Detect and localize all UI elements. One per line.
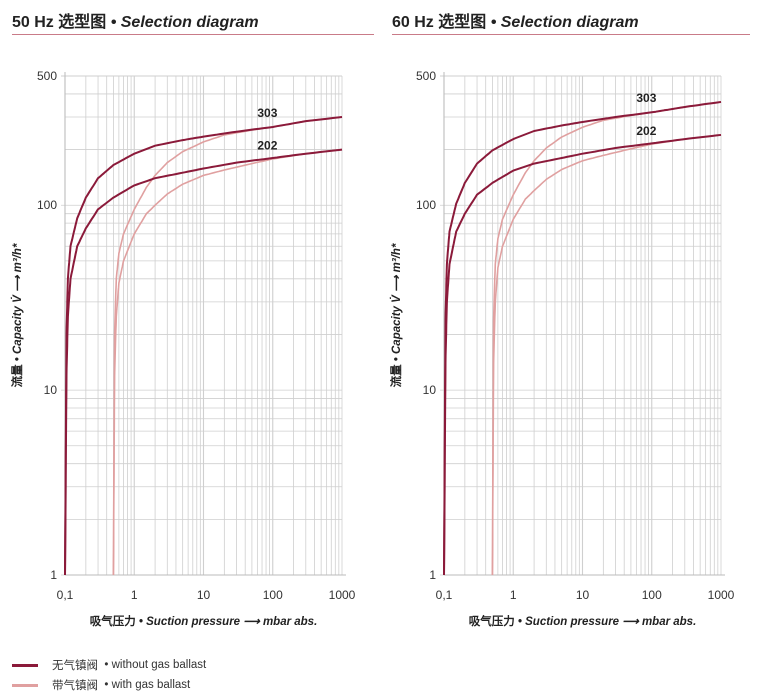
x-tick-label: 0,1	[57, 588, 74, 602]
y-tick-label: 10	[44, 383, 58, 397]
x-tick-label: 1000	[708, 588, 735, 602]
series-label: 202	[636, 124, 656, 138]
y-axis-label: 流量 • Capacity V̇ ⟶ m³/h*	[389, 243, 403, 387]
y-tick-label: 500	[416, 69, 436, 83]
series-line-303-without-ballast	[443, 100, 722, 576]
legend-swatch	[12, 663, 38, 667]
y-tick-label: 1	[50, 568, 57, 582]
x-tick-label: 100	[263, 588, 283, 602]
series-line-202-with-ballast	[112, 148, 343, 576]
x-tick-label: 0,1	[436, 588, 453, 602]
y-tick-label: 100	[37, 198, 57, 212]
legend-label-zh: 无气镇阀	[52, 660, 98, 672]
y-axis-label: 流量 • Capacity V̇ ⟶ m³/h*	[10, 243, 24, 387]
legend-label-en: • with gas ballast	[104, 679, 191, 691]
chart-title-60hz: 60 Hz 选型图 • Selection diagram	[392, 14, 639, 31]
y-tick-label: 10	[423, 383, 437, 397]
x-axis-label: 吸气压力 • Suction pressure ⟶ mbar abs.	[90, 614, 318, 628]
x-tick-label: 10	[576, 588, 590, 602]
chart-title-50hz: 50 Hz 选型图 • Selection diagram	[12, 14, 259, 31]
series-line-303-with-ballast	[112, 116, 343, 576]
series-line-303-with-ballast	[491, 101, 722, 576]
title-rule	[12, 34, 374, 35]
x-tick-label: 10	[197, 588, 211, 602]
series-label: 303	[257, 106, 277, 120]
title-rule	[392, 34, 750, 35]
x-axis-label: 吸气压力 • Suction pressure ⟶ mbar abs.	[469, 614, 697, 628]
x-tick-label: 1	[131, 588, 138, 602]
series-line-202-without-ballast	[64, 148, 343, 576]
legend-label-zh: 带气镇阀	[52, 680, 98, 692]
legend-label-en: • without gas ballast	[104, 659, 207, 671]
series-line-202-without-ballast	[443, 133, 722, 576]
legend-swatch	[12, 683, 38, 687]
series-label: 202	[257, 138, 277, 152]
legend-with-ballast: 带气镇阀 • with gas ballast	[12, 677, 190, 693]
y-tick-label: 100	[416, 198, 436, 212]
series-line-303-without-ballast	[64, 116, 343, 576]
series-label: 303	[636, 91, 656, 105]
x-tick-label: 1000	[329, 588, 356, 602]
y-tick-label: 500	[37, 69, 57, 83]
x-tick-label: 100	[642, 588, 662, 602]
series-line-202-with-ballast	[491, 134, 722, 576]
legend-without-ballast: 无气镇阀 • without gas ballast	[12, 657, 206, 673]
x-tick-label: 1	[510, 588, 517, 602]
y-tick-label: 1	[429, 568, 436, 582]
